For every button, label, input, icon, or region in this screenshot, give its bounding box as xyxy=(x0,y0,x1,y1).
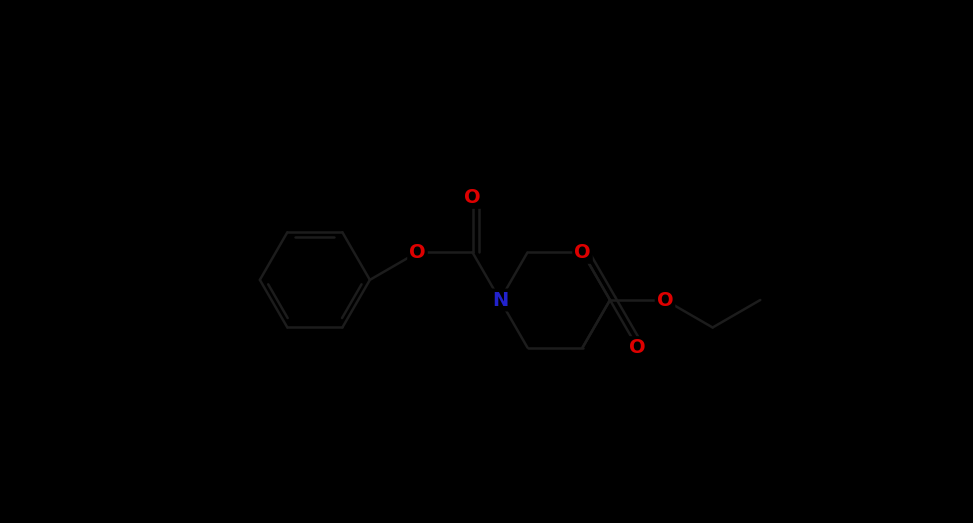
Text: O: O xyxy=(657,290,673,310)
Text: O: O xyxy=(630,338,646,357)
Text: O: O xyxy=(464,188,481,207)
Text: O: O xyxy=(410,243,426,262)
Text: N: N xyxy=(492,290,508,310)
Text: O: O xyxy=(574,243,591,262)
